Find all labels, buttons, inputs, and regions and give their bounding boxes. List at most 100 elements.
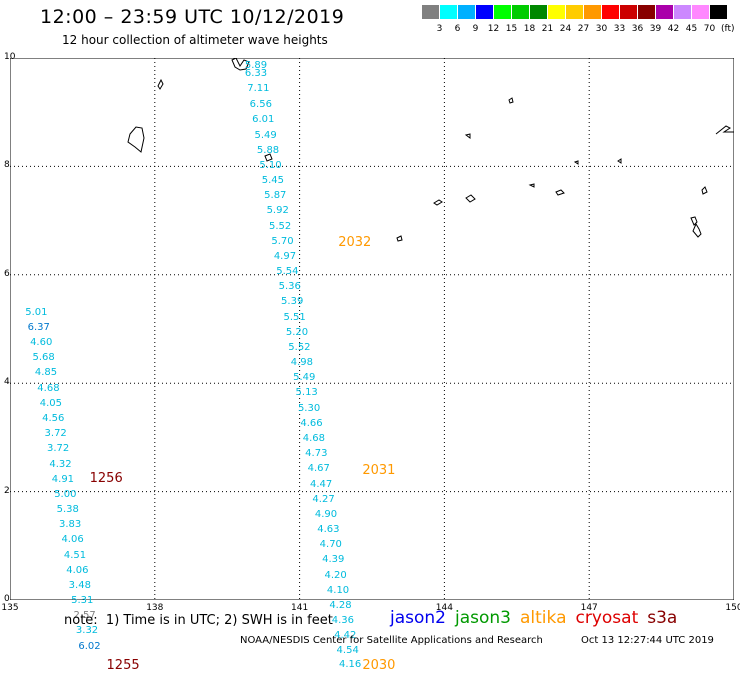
island-outline	[692, 222, 702, 238]
map-subtitle: 12 hour collection of altimeter wave hei…	[62, 33, 328, 47]
color-scale-label: 39	[649, 24, 662, 34]
wave-height-value: 4.56	[42, 412, 65, 424]
wave-height-value: 4.27	[312, 493, 335, 505]
color-scale-label: 6	[454, 24, 461, 34]
wave-height-value: 5.68	[32, 352, 55, 364]
color-scale-label: 21	[541, 24, 554, 34]
longitude-tick-label: 144	[435, 603, 453, 613]
latitude-tick-label: 4	[4, 377, 10, 388]
wave-height-value: 5.00	[54, 488, 77, 500]
color-scale-label: 36	[631, 24, 644, 34]
color-scale-label: 70	[703, 24, 716, 34]
credit-line: NOAA/NESDIS Center for Satellite Applica…	[240, 635, 543, 646]
wave-height-value: 4.91	[51, 473, 75, 485]
island-outline	[396, 235, 403, 242]
island-outline	[264, 153, 273, 162]
wave-height-value: 4.36	[331, 615, 354, 627]
wave-height-value: 2.57	[73, 610, 96, 622]
wave-height-value: 4.90	[314, 508, 338, 520]
satellite-legend-entry: altika	[520, 608, 567, 628]
wave-height-value: 6.02	[78, 640, 101, 652]
wave-height-value: 5.52	[268, 220, 292, 232]
island-outline	[617, 158, 622, 164]
satellite-legend-entry: cryosat	[575, 608, 639, 628]
coastlines	[127, 58, 734, 242]
wave-height-value: 3.48	[68, 579, 91, 591]
wave-height-value: 5.70	[271, 235, 294, 247]
color-scale-label: 27	[577, 24, 590, 34]
pass-time-label: 2030	[362, 658, 396, 673]
latitude-tick-label: 0	[4, 594, 10, 604]
island-outline	[508, 97, 514, 104]
wave-height-value: 4.66	[300, 417, 323, 429]
color-swatch	[512, 5, 529, 19]
wave-height-value: 5.88	[256, 144, 280, 156]
wave-height-value: 3.72	[46, 443, 70, 455]
color-swatch	[566, 5, 583, 19]
wave-height-value: 5.10	[259, 159, 282, 171]
island-outline	[433, 199, 443, 206]
map-plot-area	[10, 58, 734, 600]
wave-height-value: 5.20	[285, 326, 309, 338]
wave-height-value: 3.72	[44, 428, 67, 440]
color-swatch	[494, 5, 511, 19]
wave-height-value: 4.68	[302, 433, 326, 445]
pass-time-label: 2032	[338, 235, 372, 251]
wave-height-value: 5.49	[254, 129, 277, 141]
wave-height-value: 4.39	[322, 554, 345, 566]
longitude-tick-label: 141	[291, 603, 309, 613]
wave-height-value: 5.45	[261, 175, 284, 187]
wave-height-value: 4.16	[338, 659, 362, 671]
map-title: 12:00 – 23:59 UTC 10/12/2019	[40, 6, 345, 28]
color-swatch	[440, 5, 457, 19]
wave-height-value: 5.31	[71, 595, 94, 607]
island-outline	[157, 78, 164, 90]
wave-height-value: 6.37	[27, 321, 50, 333]
wave-height-value: 5.87	[264, 190, 287, 202]
island-outline	[528, 183, 535, 188]
pass-time-label: 1255	[106, 658, 140, 673]
generation-timestamp: Oct 13 12:27:44 UTC 2019	[581, 635, 714, 646]
wave-height-value: 6.01	[252, 114, 275, 126]
island-outline	[573, 160, 579, 165]
wave-height-value: 4.10	[326, 584, 350, 596]
wave-height-value: 4.73	[305, 448, 328, 460]
wave-height-value: 4.32	[49, 458, 72, 470]
wave-height-value: 6.33	[244, 68, 268, 80]
wave-height-value: 4.06	[66, 564, 89, 576]
color-swatch	[548, 5, 565, 19]
wave-height-value: 4.06	[61, 534, 84, 546]
satellite-legend-entry: s3a	[647, 608, 678, 628]
wave-height-value: 4.63	[317, 524, 340, 536]
color-scale-label: 18	[523, 24, 536, 34]
color-scale-label: 3	[436, 24, 443, 34]
color-scale-label: 9	[472, 24, 479, 34]
wave-height-value: 4.42	[334, 630, 357, 642]
wave-height-value: 5.92	[266, 205, 289, 217]
wave-height-value: 5.89	[244, 60, 268, 72]
wave-height-value: 4.60	[30, 337, 53, 349]
wave-height-value: 4.54	[336, 645, 359, 657]
wave-height-value: 4.20	[324, 569, 347, 581]
island-outline	[690, 216, 698, 226]
latitude-tick-label: 6	[4, 268, 10, 279]
pass-time-label: 2031	[362, 462, 396, 478]
wave-height-value: 5.30	[297, 402, 321, 414]
wave-height-value: 5.36	[278, 281, 301, 293]
latitude-tick-label: 2	[4, 485, 10, 496]
color-swatch	[458, 5, 475, 19]
wave-height-value: 5.51	[283, 311, 306, 323]
longitude-tick-label: 138	[146, 603, 164, 613]
color-scale-label: 30	[595, 24, 608, 34]
footnote: note: 1) Time is in UTC; 2) SWH is in fe…	[64, 613, 333, 628]
pass-time-label: 1256	[89, 471, 123, 487]
color-swatch	[602, 5, 619, 19]
color-scale-unit: (ft)	[721, 24, 735, 34]
wave-height-value: 4.05	[39, 397, 62, 409]
color-swatch	[674, 5, 691, 19]
wave-height-value: 5.01	[25, 306, 48, 318]
wave-height-value: 5.49	[293, 372, 316, 384]
island-outline	[701, 186, 708, 195]
island-outline	[715, 125, 734, 135]
color-swatch	[710, 5, 727, 19]
